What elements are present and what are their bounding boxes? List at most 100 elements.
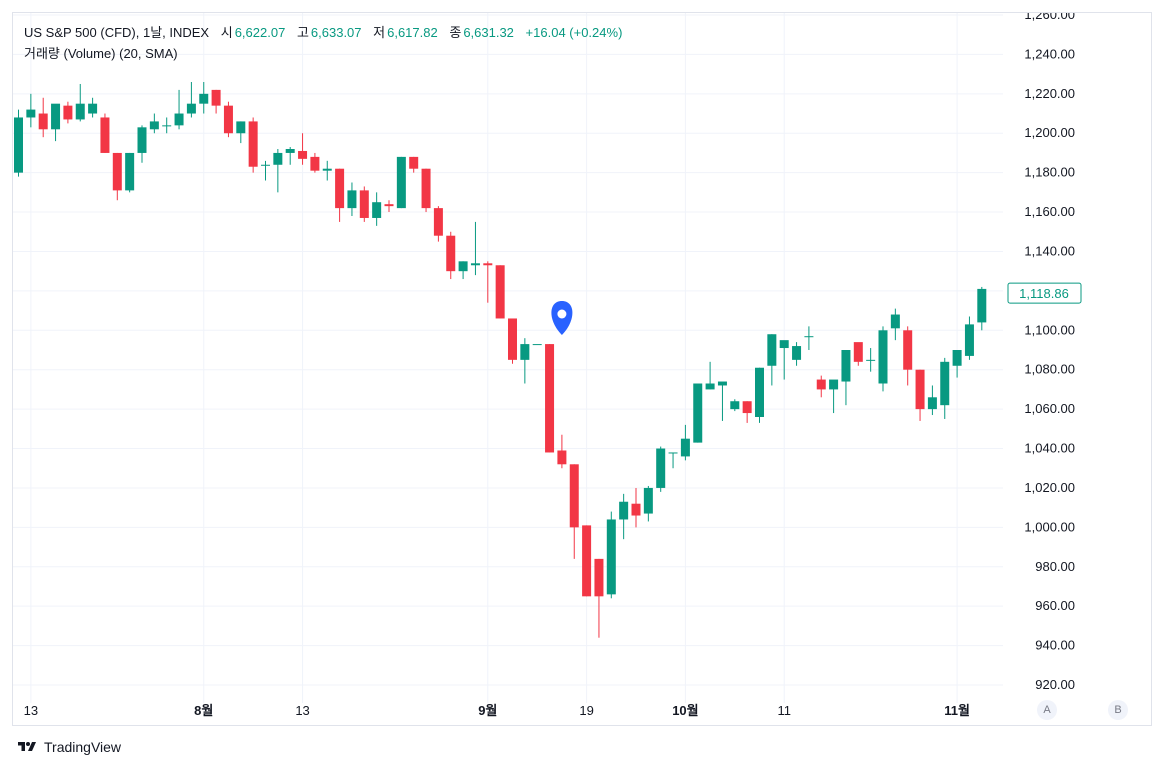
candle-body	[643, 487, 653, 514]
volume-legend: 거래량 (Volume) (20, SMA)	[24, 46, 178, 61]
price-tick-label: 920.00	[1035, 677, 1075, 692]
low-label: 저	[373, 25, 386, 40]
open-value: 6,622.07	[234, 25, 286, 40]
time-tick-label: 13	[295, 703, 309, 718]
candle-body	[545, 344, 555, 453]
candle-body	[977, 288, 987, 323]
candle-body	[619, 501, 629, 520]
candle-body	[112, 152, 122, 191]
candle-body	[248, 121, 258, 167]
candle-body	[51, 103, 61, 130]
tradingview-logo-icon	[18, 742, 36, 751]
low-value: 6,617.82	[387, 25, 438, 40]
price-tick-label: 1,060.00	[1024, 401, 1075, 416]
candle-body	[186, 103, 196, 114]
price-tick-label: 1,220.00	[1024, 86, 1075, 101]
candle-body	[88, 103, 98, 114]
candle-body	[866, 359, 876, 361]
candle-body	[952, 350, 962, 366]
candle-body	[693, 383, 703, 443]
time-axis: 13 8월 13 9월 19 10월 11 11월	[24, 703, 970, 718]
candle-body	[372, 202, 382, 218]
price-tick-label: 1,260.00	[1024, 13, 1075, 22]
candle-body	[903, 330, 913, 370]
candle-body	[964, 324, 974, 356]
candle-body	[680, 438, 690, 457]
candle-body	[569, 464, 579, 528]
candle-body	[927, 397, 937, 410]
candle-body	[347, 190, 357, 209]
open-label: 시	[220, 25, 233, 40]
price-tick-label: 1,100.00	[1024, 322, 1075, 337]
time-tick-label: 19	[579, 703, 593, 718]
candle-body	[557, 450, 567, 465]
candle-body	[755, 367, 764, 417]
candle-body	[495, 265, 505, 319]
candle-body	[409, 156, 419, 169]
candle-body	[38, 113, 48, 130]
candle-body	[742, 401, 752, 414]
candle-body	[446, 235, 456, 272]
chart-frame[interactable]: 920.00 940.00 960.00 980.00 1,000.00 1,020.00…	[12, 12, 1152, 726]
candle-body	[606, 519, 616, 595]
candle-body	[730, 401, 740, 410]
candle-body	[532, 344, 542, 346]
button-b[interactable]: B	[1108, 700, 1128, 720]
candle-body	[458, 261, 468, 272]
candle-body	[508, 318, 517, 360]
candle-body	[261, 164, 270, 166]
candle-body	[804, 336, 814, 338]
candle-body	[273, 152, 283, 165]
candle-body	[853, 342, 863, 362]
last-price-label: 1,118.86	[1019, 286, 1069, 301]
candle-body	[322, 168, 332, 171]
button-a[interactable]: A	[1037, 700, 1057, 720]
candle-body	[63, 105, 73, 120]
candle-body	[656, 448, 666, 488]
price-tick-label: 1,040.00	[1024, 441, 1075, 456]
last-price-box	[1007, 282, 1082, 304]
candle-body	[359, 190, 369, 218]
price-axis: 920.00 940.00 960.00 980.00 1,000.00 1,020.00…	[1007, 13, 1082, 692]
candle-body	[223, 105, 233, 134]
price-tick-label: 1,000.00	[1024, 519, 1075, 534]
candle-body	[594, 558, 604, 597]
candle-body	[75, 103, 85, 120]
candles	[14, 82, 987, 638]
price-tick-label: 1,200.00	[1024, 125, 1075, 140]
candle-body	[841, 350, 851, 382]
time-tick-label: 9월	[478, 703, 497, 718]
candle-body	[829, 379, 839, 390]
price-tick-label: 1,140.00	[1024, 243, 1075, 258]
candle-body	[779, 340, 789, 349]
price-tick-label: 980.00	[1035, 559, 1075, 574]
candle-body	[483, 263, 493, 266]
price-tick-label: 1,180.00	[1024, 165, 1075, 180]
candle-body	[125, 152, 135, 191]
price-chart[interactable]: 920.00 940.00 960.00 980.00 1,000.00 1,020.00…	[13, 13, 1152, 726]
candle-body	[421, 168, 431, 209]
candle-body	[940, 361, 950, 406]
price-tick-label: 1,160.00	[1024, 204, 1075, 219]
candle-body	[162, 125, 172, 127]
candle-body	[384, 204, 394, 207]
candle-body	[433, 208, 443, 236]
candle-body	[705, 383, 715, 390]
candle-body	[792, 346, 802, 360]
event-marker[interactable]	[551, 301, 573, 335]
price-tick-label: 960.00	[1035, 598, 1075, 613]
price-tick-label: 1,020.00	[1024, 480, 1075, 495]
candle-body	[137, 127, 147, 153]
brand-name: TradingView	[44, 739, 122, 755]
tradingview-brand[interactable]: TradingView	[14, 739, 121, 755]
price-tick-label: 1,080.00	[1024, 362, 1075, 377]
time-tick-label: 8월	[194, 703, 213, 718]
candle-body	[14, 117, 23, 173]
candle-body	[285, 149, 295, 153]
candle-body	[236, 121, 246, 134]
close-value: 6,631.32	[463, 25, 514, 40]
change-value: +16.04 (+0.24%)	[525, 25, 623, 40]
map-pin-dot	[557, 309, 567, 319]
candle-body	[100, 117, 110, 153]
